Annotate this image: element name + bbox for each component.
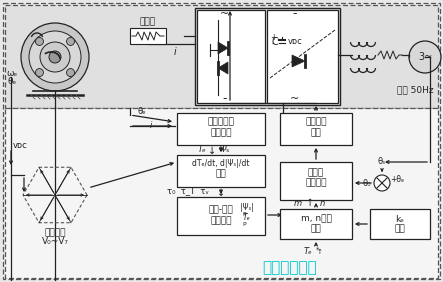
Circle shape: [66, 38, 74, 45]
Circle shape: [409, 41, 441, 73]
Text: kₑ: kₑ: [396, 215, 404, 224]
Circle shape: [29, 31, 81, 83]
Polygon shape: [218, 42, 228, 54]
Circle shape: [35, 69, 43, 76]
Bar: [195, 8, 340, 105]
Text: 计算: 计算: [311, 224, 321, 233]
Bar: [177, 197, 265, 235]
Text: ~: ~: [220, 9, 229, 19]
Text: τ₀  τ_T  τᵥ: τ₀ τ_T τᵥ: [167, 186, 209, 195]
Circle shape: [66, 69, 74, 76]
Text: 状态: 状态: [311, 129, 321, 138]
Circle shape: [35, 38, 43, 45]
Bar: [5, 108, 438, 278]
Text: ↓: ↓: [217, 188, 225, 198]
Text: 电网 50Hz: 电网 50Hz: [396, 85, 433, 94]
Text: n: n: [319, 199, 325, 208]
Text: 转矩-磁链: 转矩-磁链: [209, 206, 233, 215]
Text: 电压矢量: 电压矢量: [44, 228, 66, 237]
Text: +θₑ: +θₑ: [390, 175, 404, 184]
Text: ωₑ: ωₑ: [6, 69, 18, 78]
Text: m: m: [294, 199, 302, 208]
Text: |Ψₛ|: |Ψₛ|: [240, 202, 254, 212]
Text: vᴅᴄ: vᴅᴄ: [12, 140, 27, 149]
Bar: [267, 10, 338, 103]
Text: ↑: ↑: [306, 198, 314, 208]
Polygon shape: [292, 55, 305, 67]
Text: θ₀: θ₀: [363, 179, 371, 188]
Text: ~: ~: [290, 94, 299, 104]
Text: θₛ: θₛ: [378, 158, 386, 166]
Text: 预测模型: 预测模型: [210, 217, 232, 226]
Text: -: -: [223, 92, 227, 105]
Text: 转矩与定子: 转矩与定子: [208, 118, 234, 127]
Text: dTₑ/dt, d|Ψₛ|/dt: dTₑ/dt, d|Ψₛ|/dt: [192, 160, 250, 169]
Text: -: -: [293, 8, 297, 21]
Circle shape: [21, 23, 89, 91]
Text: V₀~V₇: V₀~V₇: [42, 237, 69, 246]
Text: vᴅᴄ: vᴅᴄ: [288, 36, 303, 45]
Bar: [177, 113, 265, 145]
Bar: [280, 162, 352, 200]
Bar: [130, 28, 166, 44]
Circle shape: [40, 42, 70, 72]
Text: P: P: [242, 222, 246, 227]
Text: 计算: 计算: [395, 224, 405, 233]
Text: -: -: [272, 39, 274, 49]
Bar: [177, 155, 265, 187]
Text: 传感器: 传感器: [140, 17, 156, 27]
Text: ↓: ↓: [208, 146, 216, 156]
Text: ↑: ↑: [317, 249, 323, 255]
Text: i: i: [174, 47, 176, 57]
Text: 磁链估计: 磁链估计: [210, 129, 232, 138]
Text: *: *: [316, 247, 320, 253]
Text: 彩虹网址导航: 彩虹网址导航: [263, 261, 317, 276]
Circle shape: [49, 51, 61, 63]
Polygon shape: [218, 62, 228, 74]
Bar: [370, 209, 430, 239]
Text: 计算: 计算: [216, 169, 226, 179]
Text: Tₑ: Tₑ: [198, 146, 206, 155]
Text: i: i: [150, 122, 152, 131]
Text: 价值函数: 价值函数: [305, 179, 327, 188]
Text: m, n数值: m, n数值: [300, 215, 331, 224]
Text: θₑ: θₑ: [138, 107, 146, 116]
Bar: [5, 5, 438, 108]
Text: Ψₛ: Ψₛ: [220, 146, 230, 155]
Text: 改进的: 改进的: [308, 169, 324, 177]
Circle shape: [374, 175, 390, 191]
Text: 3~: 3~: [418, 52, 432, 62]
Bar: [280, 209, 352, 239]
Text: P: P: [242, 212, 246, 217]
Text: C: C: [272, 37, 278, 47]
Bar: [280, 113, 352, 145]
Bar: [197, 10, 265, 103]
Text: +: +: [270, 34, 276, 43]
Text: θₑ: θₑ: [8, 78, 17, 87]
Text: Tₑ: Tₑ: [243, 213, 251, 221]
Text: Tₑ: Tₑ: [304, 248, 312, 257]
Text: 最优开关: 最优开关: [305, 118, 327, 127]
